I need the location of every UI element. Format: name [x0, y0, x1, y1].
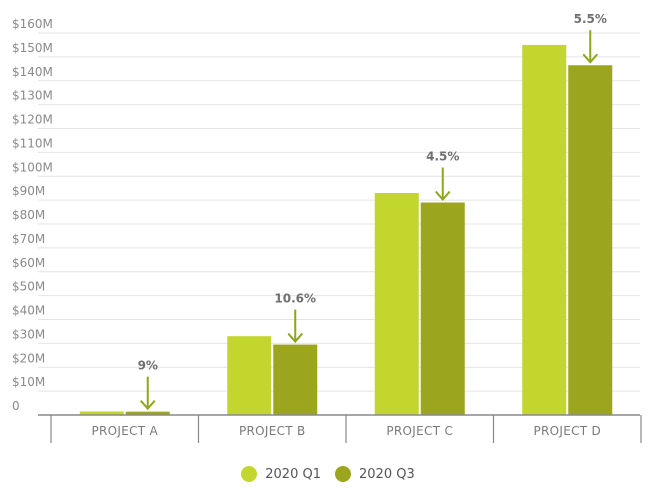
y-tick-label: $90M	[12, 184, 45, 198]
y-tick-label: $50M	[12, 280, 45, 294]
bar-2020-q3[interactable]	[420, 202, 465, 415]
x-tick-label: PROJECT D	[533, 424, 601, 438]
change-percent-label: 4.5%	[426, 150, 459, 164]
y-tick-label: $110M	[12, 136, 53, 150]
bar-2020-q3[interactable]	[568, 65, 613, 415]
legend-item-q1[interactable]: 2020 Q1	[241, 466, 321, 482]
bar-2020-q1[interactable]	[522, 44, 567, 415]
y-tick-label: $70M	[12, 232, 45, 246]
bar-2020-q1[interactable]	[374, 192, 419, 415]
arrow-head-icon	[434, 190, 451, 202]
arrow-head-icon	[582, 53, 599, 64]
legend-item-q3[interactable]: 2020 Q3	[335, 466, 415, 482]
change-annotations: 9% 10.6% 4.5% 5.5%	[138, 12, 607, 411]
legend: 2020 Q1 2020 Q3	[0, 466, 656, 482]
x-tick-label: PROJECT A	[91, 424, 158, 438]
y-tick-label: 0	[12, 399, 20, 413]
bar-2020-q1[interactable]	[227, 336, 272, 415]
y-tick-label: $40M	[12, 304, 45, 318]
y-tick-label: $20M	[12, 351, 45, 365]
bars	[79, 44, 613, 415]
x-tick-label: PROJECT C	[386, 424, 453, 438]
legend-label-q3: 2020 Q3	[359, 466, 415, 482]
y-tick-label: $10M	[12, 375, 45, 389]
bar-2020-q3[interactable]	[273, 344, 318, 415]
y-tick-label: $160M	[12, 17, 53, 31]
legend-swatch-q1	[241, 466, 258, 482]
x-axis: PROJECT A PROJECT B PROJECT C PROJECT D	[38, 414, 642, 443]
y-tick-label: $80M	[12, 208, 45, 222]
change-percent-label: 10.6%	[274, 292, 316, 306]
y-tick-label: $130M	[12, 89, 53, 103]
arrow-head-icon	[287, 332, 304, 344]
bar-2020-q1[interactable]	[79, 411, 124, 415]
legend-label-q1: 2020 Q1	[265, 466, 321, 482]
y-tick-label: $30M	[12, 327, 45, 341]
arrow-head-icon	[139, 399, 156, 411]
x-tick-label: PROJECT B	[239, 424, 306, 438]
y-tick-label: $120M	[12, 113, 53, 127]
y-tick-label: $150M	[12, 41, 53, 55]
y-axis: 0 $10M $20M $30M $40M $50M $60M $70M $80M $90M $10…	[12, 17, 53, 413]
change-percent-label: 5.5%	[574, 12, 607, 26]
change-percent-label: 9%	[138, 359, 158, 373]
legend-swatch-q3	[335, 466, 351, 482]
bar-2020-q3[interactable]	[125, 411, 170, 415]
y-tick-label: $100M	[12, 160, 53, 174]
y-tick-label: $140M	[12, 65, 53, 79]
y-tick-label: $60M	[12, 256, 45, 270]
